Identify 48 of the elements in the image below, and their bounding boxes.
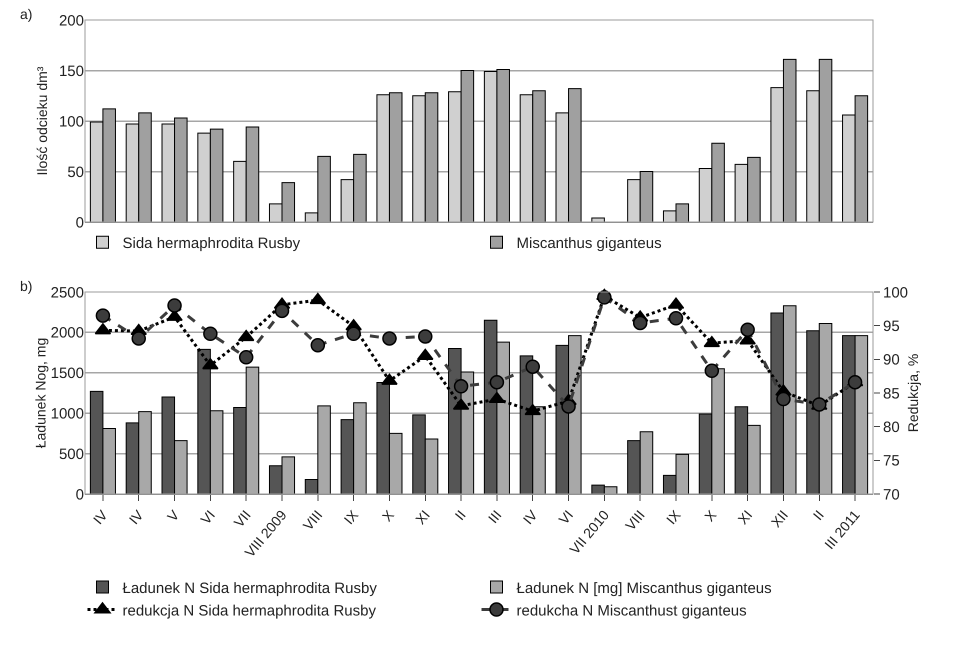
y-tick-label: 50 bbox=[67, 164, 84, 181]
x-tick-label: IV bbox=[126, 506, 147, 528]
y-tick-label: 2500 bbox=[50, 284, 84, 302]
x-tick-label: X bbox=[378, 506, 398, 524]
x-tick-label: IV bbox=[90, 506, 111, 528]
y-tick-label: 200 bbox=[58, 12, 84, 30]
y2-tick-label: 75 bbox=[883, 452, 900, 470]
x-tick-label: IX bbox=[340, 506, 362, 528]
y-tick-label: 100 bbox=[58, 113, 84, 130]
y2-tick-label: 90 bbox=[883, 352, 900, 369]
y2-tick-label: 85 bbox=[883, 385, 900, 402]
x-tick-label: VI bbox=[555, 506, 576, 528]
x-tick-label: II bbox=[451, 506, 469, 524]
y2-tick-label: 100 bbox=[883, 284, 908, 302]
y-tick-label: 150 bbox=[58, 62, 84, 80]
x-tick-label: II bbox=[810, 506, 827, 524]
y2-tick-label: 95 bbox=[883, 318, 900, 335]
y-tick-label: 0 bbox=[76, 486, 84, 504]
y-tick-label: 500 bbox=[58, 446, 84, 463]
legend-label: redukcja N Sida hermaphrodita Rusby bbox=[122, 602, 376, 620]
y-axis-title: Ładunek Nog, mg bbox=[32, 338, 49, 448]
y-tick-label: 1500 bbox=[50, 365, 84, 382]
x-tick-label: V bbox=[164, 506, 183, 524]
x-tick-label: XII bbox=[768, 506, 792, 530]
x-tick-label: X bbox=[701, 506, 720, 524]
x-tick-label: XI bbox=[412, 506, 433, 528]
y-tick-label: 2000 bbox=[50, 324, 84, 342]
legend-label: Miscanthus giganteus bbox=[516, 235, 662, 252]
legend-label: redukcha N Miscanthust giganteus bbox=[516, 602, 747, 620]
x-tick-label: VII bbox=[230, 506, 254, 530]
x-tick-label: VI bbox=[197, 506, 218, 528]
y-tick-label: 0 bbox=[76, 214, 84, 232]
x-tick-label: IX bbox=[662, 506, 684, 528]
legend-label: Sida hermaphrodita Rusby bbox=[122, 235, 301, 252]
x-tick-label: III bbox=[484, 506, 505, 526]
y-axis-title: Ilość odcieku dm³ bbox=[34, 66, 50, 176]
y2-tick-label: 70 bbox=[883, 486, 900, 504]
x-tick-label: VIII bbox=[622, 506, 648, 534]
x-tick-label: VIII bbox=[300, 506, 326, 534]
legend-label: Ładunek N [mg] Miscanthus giganteus bbox=[516, 580, 772, 597]
text: b) bbox=[20, 278, 32, 294]
x-tick-label: XI bbox=[734, 506, 756, 528]
y2-axis-title: Redukcja, % bbox=[905, 354, 921, 432]
legend-label: Ładunek N Sida hermaphrodita Rusby bbox=[122, 580, 378, 597]
text: a) bbox=[20, 6, 32, 22]
y2-tick-label: 80 bbox=[883, 418, 900, 436]
x-tick-label: IV bbox=[520, 506, 541, 528]
y-tick-label: 1000 bbox=[50, 405, 84, 422]
